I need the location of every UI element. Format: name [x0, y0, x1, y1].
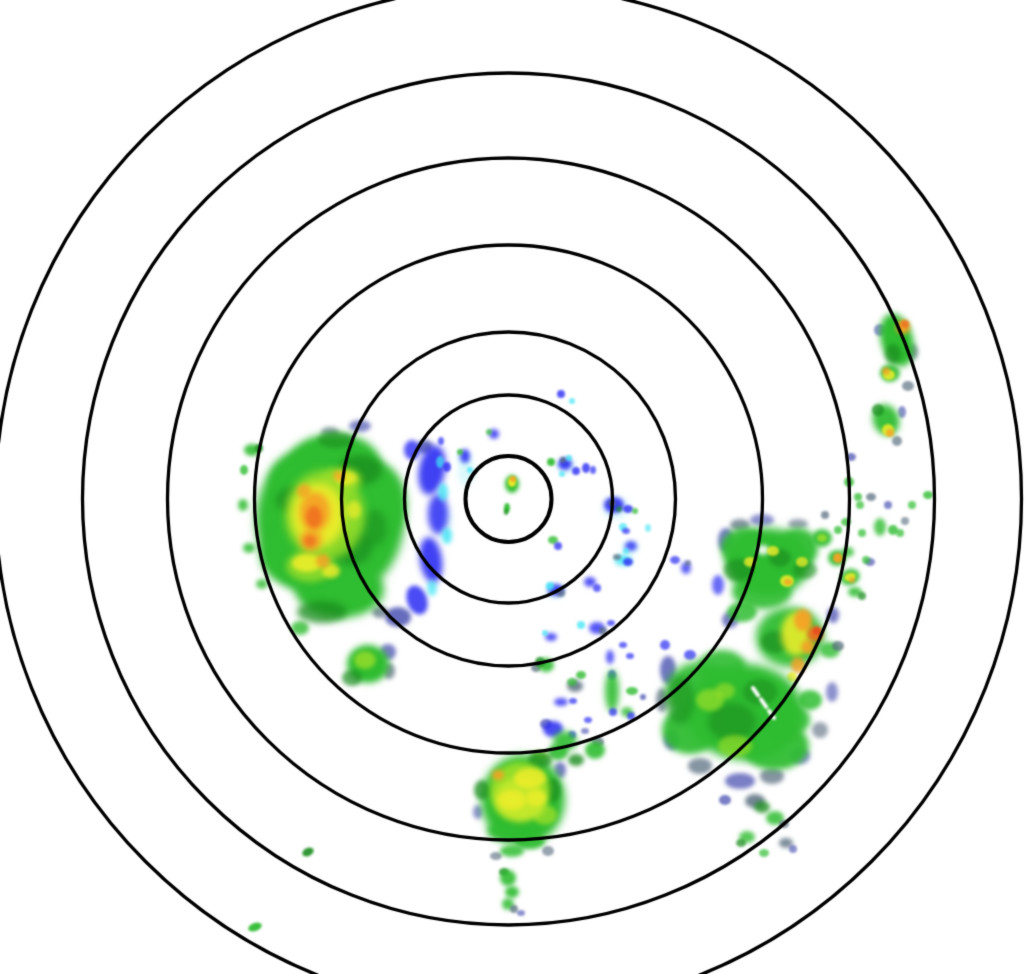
radar-display: [0, 0, 1029, 974]
radar-reflectivity-canvas: [0, 0, 1029, 974]
